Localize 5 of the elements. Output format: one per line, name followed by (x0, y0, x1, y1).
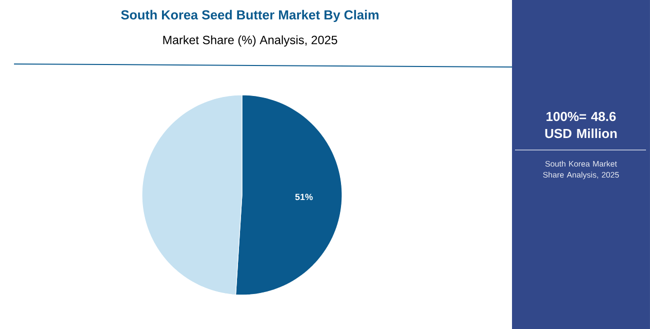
chart-title: South Korea Seed Butter Market By Claim (121, 10, 378, 22)
data-label: 51% (295, 194, 313, 200)
text: 100%= 48.6 USD Million (545, 112, 617, 138)
text: South Korea Market Share Analysis, 2025 (543, 160, 619, 180)
chart-subtitle: Market Share (%) Analysis, 2025 (163, 35, 338, 47)
